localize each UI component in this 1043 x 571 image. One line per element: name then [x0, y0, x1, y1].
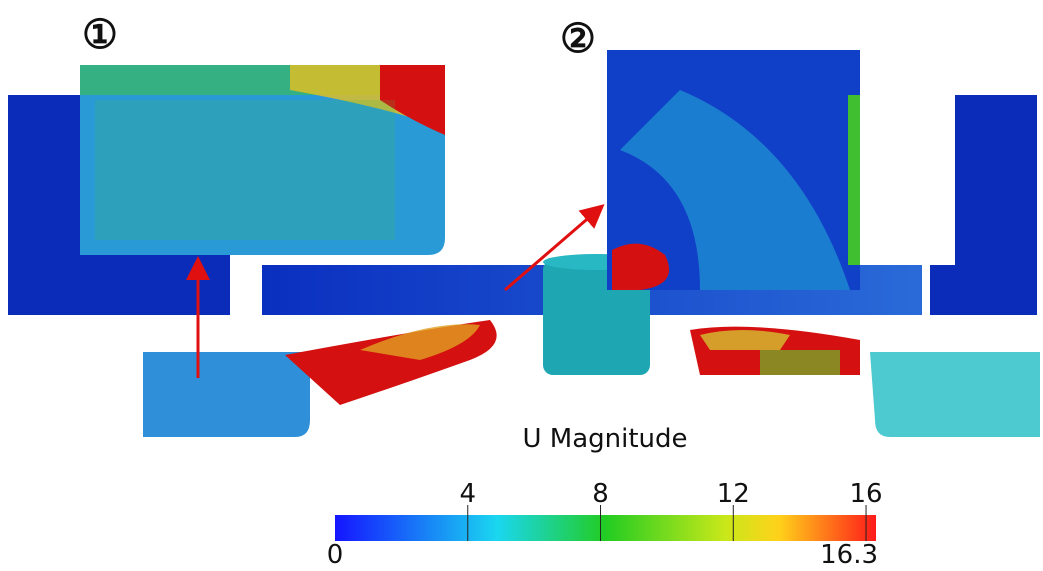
colorbar-title: U Magnitude [522, 424, 687, 454]
inset-2 [607, 50, 860, 290]
tick-label: 16 [849, 479, 882, 509]
panel-label: ② [560, 15, 596, 62]
colorbar-min: 0 [327, 540, 344, 570]
colorbar-max: 16.3 [820, 540, 878, 570]
panel-label: ① [82, 11, 118, 58]
colorbar-ticks: 4 8 12 16 [459, 479, 883, 541]
tick-label: 12 [717, 479, 750, 509]
colorbar [335, 515, 876, 541]
tick-label: 4 [459, 479, 476, 509]
inset-1 [80, 65, 445, 255]
tick-label: 8 [592, 479, 609, 509]
arrow [504, 204, 605, 292]
